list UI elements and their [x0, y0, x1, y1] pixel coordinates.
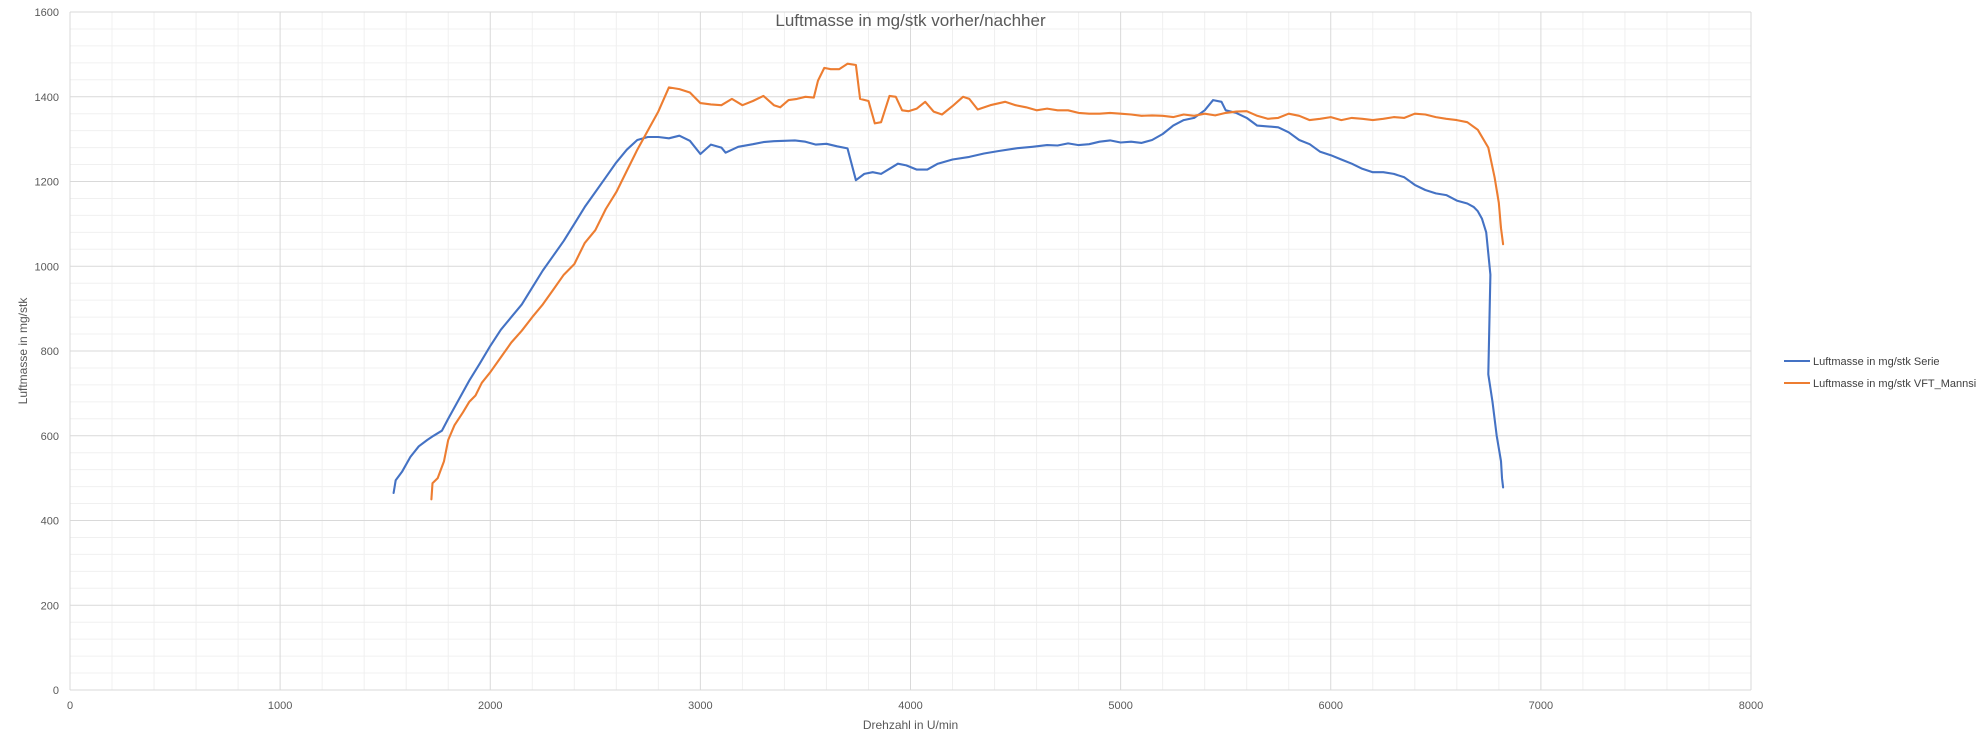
- x-tick-label: 8000: [1739, 700, 1763, 712]
- y-tick-label: 200: [41, 600, 59, 612]
- y-tick-label: 1200: [35, 177, 59, 189]
- series-line-2: [430, 62, 1505, 501]
- y-tick-label: 1000: [35, 261, 59, 273]
- x-tick-label: 2000: [478, 700, 502, 712]
- chart-title: Luftmasse in mg/stk vorher/nachher: [775, 11, 1046, 30]
- legend: Luftmasse in mg/stk Serie Luftmasse in mg…: [1784, 356, 1976, 390]
- grid: [69, 11, 1752, 691]
- series-line-1: [392, 99, 1505, 495]
- legend-label-1: Luftmasse in mg/stk Serie: [1813, 356, 1940, 368]
- x-tick-label: 7000: [1529, 700, 1553, 712]
- x-tick-label: 0: [67, 700, 73, 712]
- x-tick-label: 3000: [688, 700, 712, 712]
- y-tick-label: 400: [41, 516, 59, 528]
- y-tick-label: 800: [41, 346, 59, 358]
- y-tick-label: 600: [41, 431, 59, 443]
- series-lines: [392, 62, 1505, 501]
- tick-labels: 0 1000 2000 3000 4000 5000 6000 7000 8000 0 200 400…: [35, 7, 1764, 712]
- x-axis-title: Drehzahl in U/min: [863, 718, 958, 732]
- x-tick-label: 1000: [268, 700, 292, 712]
- x-tick-label: 4000: [898, 700, 922, 712]
- y-axis-title: Luftmasse in mg/stk: [16, 297, 30, 405]
- legend-label-2: Luftmasse in mg/stk VFT_Mannsi: [1813, 378, 1976, 390]
- y-tick-label: 1400: [35, 92, 59, 104]
- y-tick-label: 1600: [35, 7, 59, 19]
- x-tick-label: 5000: [1108, 700, 1132, 712]
- x-tick-label: 6000: [1319, 700, 1343, 712]
- y-tick-label: 0: [53, 685, 59, 697]
